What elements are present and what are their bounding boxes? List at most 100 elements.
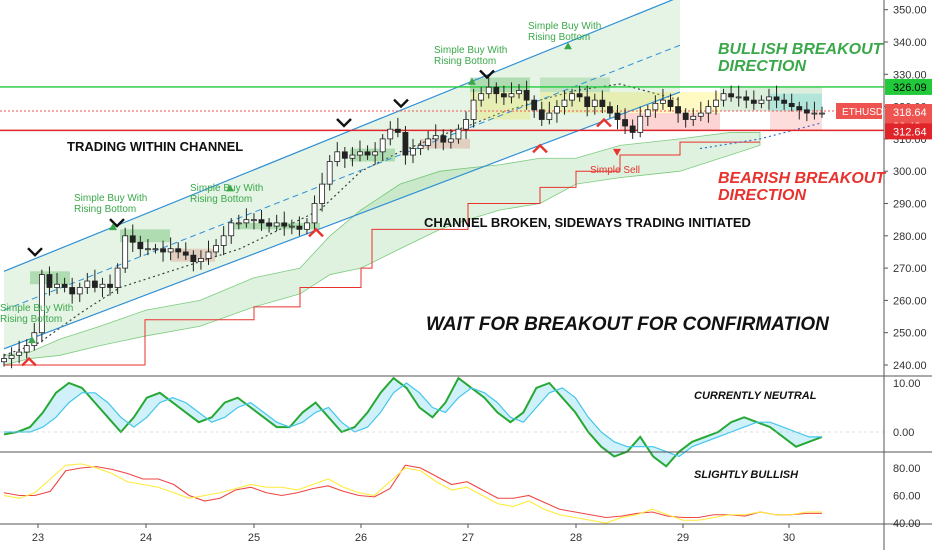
- candle-body: [54, 283, 60, 288]
- x-tick-label: 27: [462, 532, 474, 544]
- candle: [334, 142, 341, 167]
- candle-body: [311, 203, 318, 224]
- candle-body: [334, 151, 341, 162]
- candle: [516, 83, 522, 99]
- candle: [99, 277, 106, 298]
- annotation-text: Simple Buy With: [190, 183, 263, 194]
- candle-body: [728, 93, 735, 98]
- y-tick-label: 280.00: [893, 231, 927, 243]
- candle: [129, 224, 136, 252]
- candle-body: [107, 283, 113, 288]
- candle-body: [523, 90, 530, 101]
- candle: [614, 104, 621, 130]
- candle-body: [819, 112, 825, 115]
- candle: [304, 218, 310, 235]
- candle: [38, 269, 45, 343]
- candle: [440, 129, 447, 151]
- zone-box: [540, 77, 610, 93]
- candle-body: [531, 99, 538, 111]
- candle-body: [758, 99, 765, 104]
- candle-body: [160, 248, 166, 253]
- candle-body: [91, 280, 98, 288]
- candle-body: [576, 93, 583, 98]
- oscillator-annotation: CURRENTLY NEUTRAL: [694, 390, 817, 402]
- price-badge: [885, 103, 932, 120]
- candle-body: [190, 254, 197, 263]
- trough-chevron: [532, 143, 548, 154]
- candle-body: [516, 90, 522, 95]
- candle: [781, 93, 788, 110]
- candle-body: [228, 222, 235, 237]
- candle-body: [788, 102, 795, 108]
- candle: [213, 239, 219, 257]
- rsi-line: [3, 463, 822, 524]
- annotation-text: Rising Bottom: [190, 194, 252, 205]
- price-badge: [885, 123, 932, 140]
- candle-body: [485, 86, 492, 95]
- candle: [394, 117, 401, 138]
- candle: [319, 172, 326, 212]
- candle-body: [447, 138, 454, 143]
- zone-box: [770, 111, 822, 131]
- rsi-line: [3, 464, 822, 519]
- candle-body: [417, 144, 424, 149]
- candle: [493, 82, 500, 104]
- x-tick-label: 24: [140, 532, 152, 544]
- candle: [637, 106, 644, 138]
- candle-body: [243, 219, 250, 224]
- channel-mid-line: [3, 44, 681, 311]
- candle: [629, 119, 636, 139]
- peak-chevron: [393, 98, 409, 109]
- y-tick-label: 240.00: [893, 360, 927, 372]
- candle: [660, 88, 666, 110]
- candle: [697, 101, 704, 122]
- candle: [728, 85, 735, 102]
- symbol-tag: [836, 102, 882, 119]
- candle-body: [213, 245, 219, 253]
- candle-body: [167, 248, 174, 253]
- candle: [735, 85, 742, 107]
- candle-body: [341, 151, 348, 159]
- candle: [84, 272, 91, 294]
- annotation-text: DIRECTION: [718, 187, 806, 204]
- annotation-text: Simple Sell: [590, 165, 640, 176]
- candle-body: [637, 115, 644, 133]
- candle: [311, 195, 318, 233]
- y-tick-label: 300.00: [893, 166, 927, 178]
- candle: [288, 219, 295, 235]
- candle-body: [599, 99, 606, 107]
- candle-body: [145, 248, 151, 251]
- candle-body: [114, 267, 121, 288]
- candle: [705, 100, 712, 123]
- candle: [182, 242, 189, 261]
- annotation-text: Simple Buy With: [528, 21, 601, 32]
- candle-body: [622, 119, 628, 127]
- candle-body: [546, 112, 553, 120]
- y-tick-label: 250.00: [893, 328, 927, 340]
- candle: [432, 124, 439, 149]
- candle: [190, 250, 197, 272]
- candle: [152, 243, 159, 254]
- candle: [107, 274, 113, 296]
- candle-body: [319, 183, 326, 204]
- candle: [243, 208, 250, 228]
- annotation-text: Rising Bottom: [434, 56, 496, 67]
- candle-body: [660, 99, 666, 104]
- candle: [569, 88, 575, 107]
- annotation-text: CHANNEL BROKEN, SIDEWAYS TRADING INITIAT…: [424, 215, 751, 230]
- annotation-text: Rising Bottom: [528, 32, 590, 43]
- candle: [720, 88, 727, 107]
- candle: [773, 85, 780, 109]
- candle: [357, 140, 363, 162]
- candle: [425, 130, 432, 151]
- candle: [46, 266, 53, 296]
- annotation-text: DIRECTION: [718, 58, 806, 75]
- candle: [251, 213, 257, 230]
- candle-body: [8, 354, 15, 359]
- annotation-text: Simple Buy With: [0, 303, 73, 314]
- trend-dotted-blue: [699, 122, 823, 150]
- candle: [175, 242, 182, 259]
- peak-chevron: [336, 118, 352, 128]
- candle-body: [591, 99, 598, 107]
- candle: [713, 90, 719, 115]
